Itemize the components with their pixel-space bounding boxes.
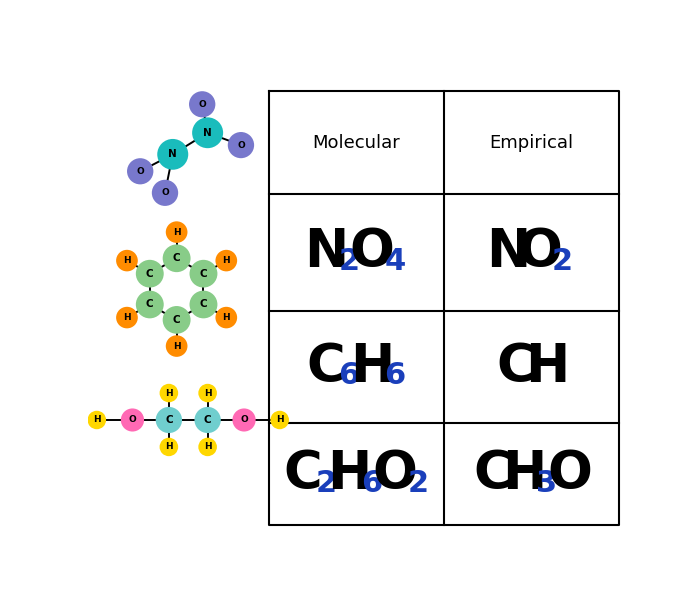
Text: H: H [123, 313, 131, 322]
Text: C: C [146, 299, 153, 310]
Text: O: O [349, 227, 395, 278]
Text: 4: 4 [384, 247, 406, 276]
Circle shape [136, 291, 164, 318]
Text: H: H [165, 442, 173, 451]
Text: C: C [284, 448, 322, 500]
Circle shape [228, 132, 254, 158]
Text: C: C [173, 315, 181, 325]
Text: O: O [136, 167, 144, 176]
Circle shape [216, 250, 237, 271]
Circle shape [127, 158, 153, 184]
Text: H: H [350, 341, 394, 393]
Text: H: H [223, 256, 230, 265]
Text: 2: 2 [315, 469, 336, 498]
Text: C: C [173, 253, 181, 263]
Text: C: C [199, 268, 207, 279]
Circle shape [116, 307, 138, 328]
Text: O: O [129, 416, 137, 424]
Text: 6: 6 [361, 469, 383, 498]
Text: O: O [237, 141, 245, 150]
Text: H: H [327, 448, 371, 500]
Text: O: O [547, 448, 593, 500]
Circle shape [166, 221, 188, 243]
Text: H: H [204, 442, 211, 451]
Text: O: O [372, 448, 418, 500]
Text: N: N [486, 227, 531, 278]
Text: O: O [517, 227, 562, 278]
Circle shape [155, 407, 182, 433]
Text: H: H [173, 228, 181, 236]
Circle shape [190, 260, 218, 288]
Text: H: H [525, 341, 569, 393]
Text: H: H [276, 416, 284, 424]
Circle shape [160, 438, 178, 456]
Text: 6: 6 [384, 361, 406, 390]
Circle shape [162, 244, 190, 272]
Text: O: O [161, 188, 169, 198]
Text: H: H [204, 388, 211, 398]
Circle shape [190, 291, 218, 318]
Text: 2: 2 [407, 469, 429, 498]
Text: C: C [146, 268, 153, 279]
Text: N: N [169, 149, 177, 159]
Text: H: H [165, 388, 173, 398]
Text: C: C [497, 341, 536, 393]
Circle shape [158, 139, 188, 170]
Circle shape [216, 307, 237, 328]
Text: C: C [165, 415, 173, 425]
Text: C: C [204, 415, 211, 425]
Text: C: C [199, 299, 207, 310]
Circle shape [198, 384, 217, 402]
Text: 3: 3 [536, 469, 558, 498]
Circle shape [270, 411, 289, 429]
Text: Empirical: Empirical [489, 134, 573, 152]
Text: C: C [474, 448, 512, 500]
Circle shape [152, 180, 178, 206]
Circle shape [88, 411, 106, 429]
Text: H: H [93, 416, 101, 424]
Circle shape [121, 408, 144, 431]
Circle shape [116, 250, 138, 271]
Text: O: O [240, 416, 248, 424]
Text: Molecular: Molecular [313, 134, 400, 152]
Circle shape [136, 260, 164, 288]
Text: N: N [304, 227, 348, 278]
Text: C: C [307, 341, 345, 393]
Circle shape [192, 118, 223, 148]
Text: H: H [123, 256, 131, 265]
Circle shape [195, 407, 220, 433]
Circle shape [232, 408, 256, 431]
Text: 6: 6 [338, 361, 360, 390]
Circle shape [198, 438, 217, 456]
Circle shape [160, 384, 178, 402]
Text: 2: 2 [338, 247, 360, 276]
Text: 2: 2 [552, 247, 573, 276]
Circle shape [189, 91, 216, 118]
Text: H: H [502, 448, 546, 500]
Text: H: H [173, 342, 181, 350]
Text: H: H [223, 313, 230, 322]
Text: O: O [198, 100, 206, 109]
Text: N: N [203, 128, 212, 138]
Circle shape [166, 335, 188, 357]
Circle shape [162, 306, 190, 334]
